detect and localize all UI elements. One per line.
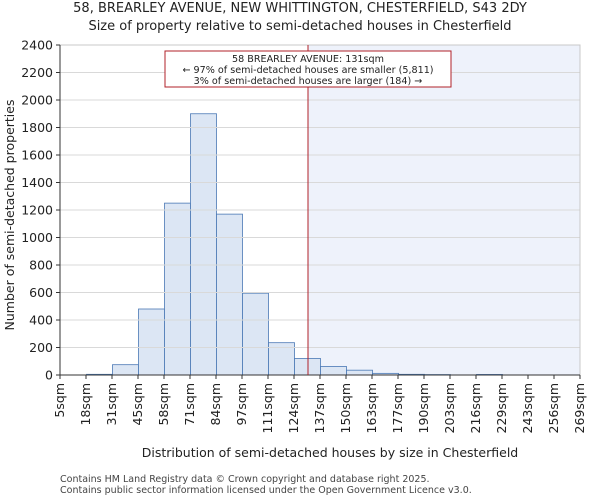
y-tick-label: 2200 — [21, 65, 53, 80]
x-tick-label: 229sqm — [494, 383, 509, 433]
y-tick-label: 1800 — [21, 120, 53, 135]
x-tick-label: 269sqm — [572, 383, 587, 433]
annotation-line2: ← 97% of semi-detached houses are smalle… — [182, 65, 433, 76]
histogram-bar — [190, 113, 217, 376]
x-tick-label: 256sqm — [546, 383, 561, 433]
annotation-box — [164, 50, 452, 88]
x-tick-label: 190sqm — [416, 383, 431, 433]
x-tick-label: 150sqm — [338, 383, 353, 433]
histogram-bar — [242, 292, 269, 376]
y-axis-label: Number of semi-detached properties — [2, 100, 17, 331]
chart-subtitle: Size of property relative to semi-detach… — [88, 19, 512, 34]
x-tick-label: 163sqm — [364, 383, 379, 433]
histogram-bar — [268, 342, 295, 376]
y-tick-label: 1600 — [21, 148, 53, 163]
y-tick-label: 0 — [45, 368, 53, 383]
x-tick-label: 111sqm — [260, 383, 275, 433]
y-tick-label: 200 — [29, 340, 53, 355]
x-tick-label: 203sqm — [442, 383, 457, 433]
annotation-line1: 58 BREARLEY AVENUE: 131sqm — [232, 54, 384, 65]
y-tick-label: 800 — [29, 258, 53, 273]
x-tick-label: 45sqm — [130, 383, 145, 426]
x-tick-label: 84sqm — [208, 383, 223, 426]
x-tick-label: 97sqm — [234, 383, 249, 426]
y-tick-label: 1400 — [21, 175, 53, 190]
histogram-bar — [164, 202, 191, 376]
x-tick-label: 177sqm — [390, 383, 405, 433]
x-tick-label: 31sqm — [104, 383, 119, 426]
x-axis-label: Distribution of semi-detached houses by … — [142, 445, 518, 460]
histogram-bar — [112, 364, 139, 376]
x-tick-label: 5sqm — [52, 383, 67, 418]
y-tick-label: 600 — [29, 285, 53, 300]
histogram-bar — [216, 213, 243, 376]
histogram-bar — [138, 308, 165, 376]
x-tick-label: 216sqm — [468, 383, 483, 433]
y-tick-label: 400 — [29, 313, 53, 328]
y-tick-label: 2000 — [21, 93, 53, 108]
footer-copyright: Contains HM Land Registry data © Crown c… — [60, 474, 430, 485]
y-tick-label: 1000 — [21, 230, 53, 245]
footer-licence: Contains public sector information licen… — [60, 485, 472, 496]
y-tick-label: 2400 — [21, 38, 53, 53]
annotation-line3: 3% of semi-detached houses are larger (1… — [194, 76, 423, 87]
chart-title: 58, BREARLEY AVENUE, NEW WHITTINGTON, CH… — [73, 1, 527, 16]
histogram-bar — [346, 369, 373, 376]
x-tick-label: 18sqm — [78, 383, 93, 426]
x-tick-label: 124sqm — [286, 383, 301, 433]
y-tick-label: 1200 — [21, 203, 53, 218]
x-tick-label: 137sqm — [312, 383, 327, 433]
histogram-bar — [320, 366, 347, 376]
x-tick-label: 58sqm — [156, 383, 171, 426]
x-tick-label: 243sqm — [520, 383, 535, 433]
x-tick-label: 71sqm — [182, 383, 197, 426]
